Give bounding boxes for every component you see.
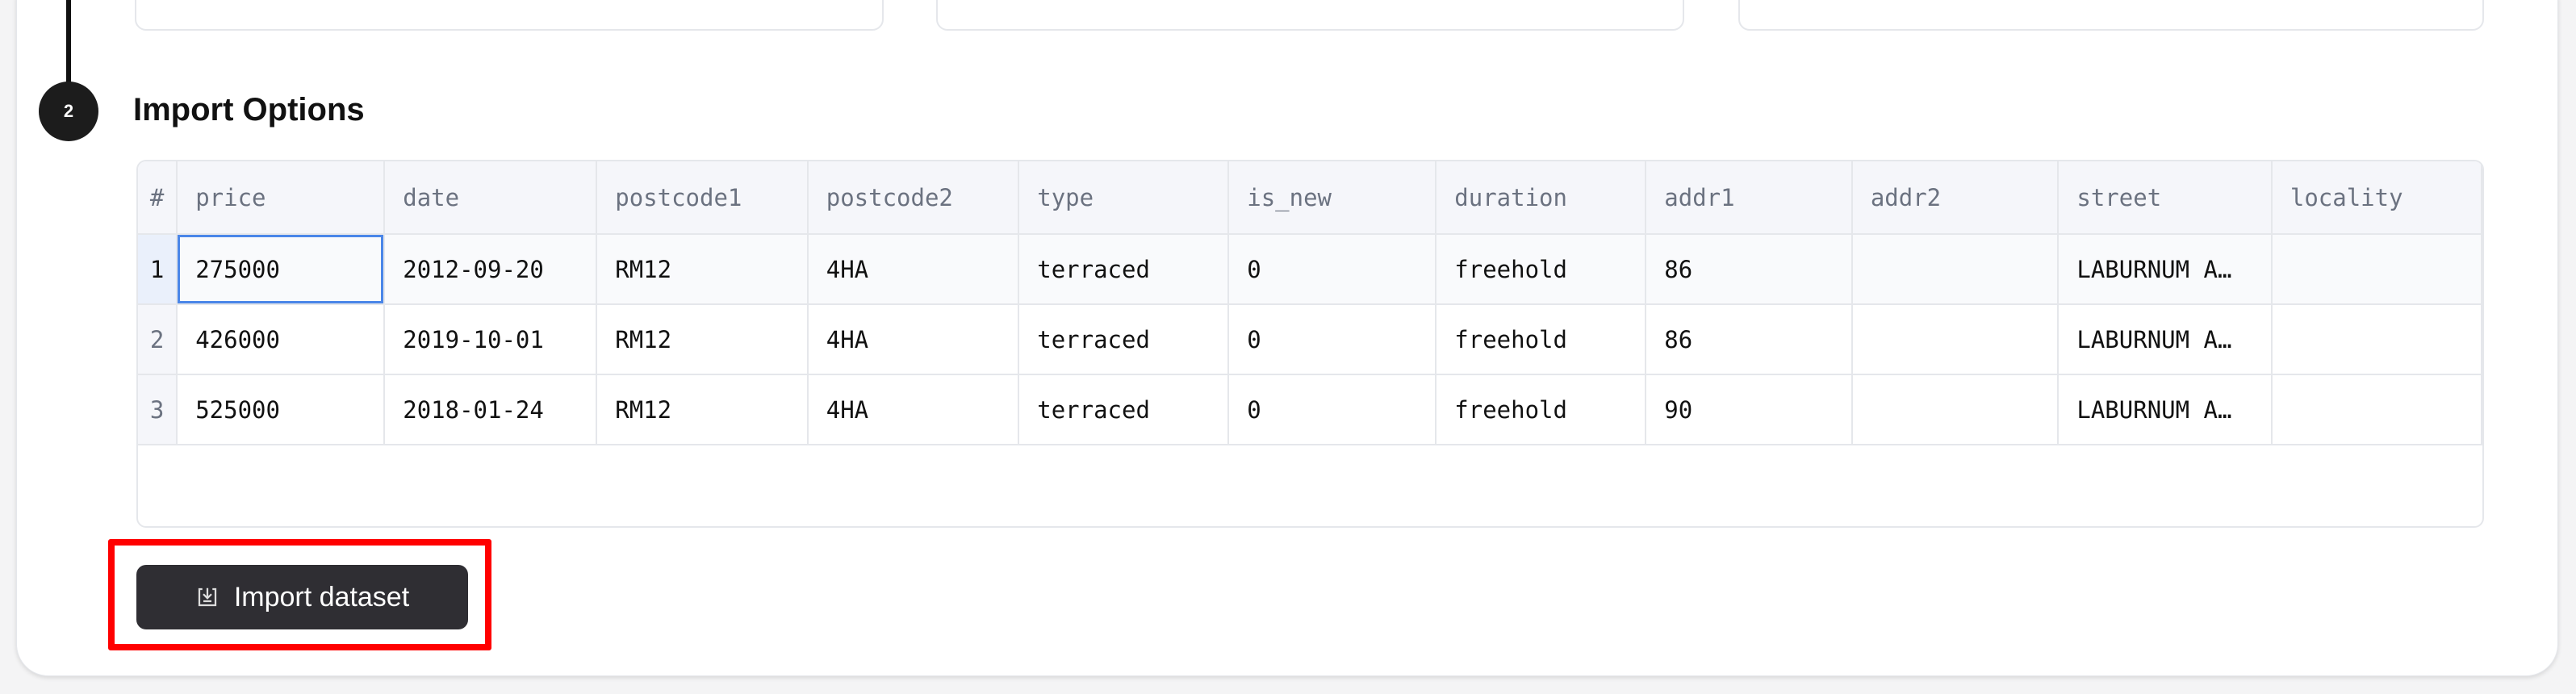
cell-locality[interactable] xyxy=(2271,304,2482,375)
cell-postcode2[interactable]: 4HA xyxy=(807,234,1020,305)
column-header-duration[interactable]: duration xyxy=(1436,161,1647,235)
cell-is-new[interactable]: 0 xyxy=(1228,304,1437,375)
step-number-badge: 2 xyxy=(39,82,98,141)
cell-type[interactable]: terraced xyxy=(1018,234,1230,305)
data-preview-table[interactable]: # price date postcode1 postcode2 type is_new du… xyxy=(136,160,2484,528)
cell-addr2[interactable] xyxy=(1851,234,2060,305)
column-header-is-new[interactable]: is_new xyxy=(1228,161,1437,235)
column-header-addr1[interactable]: addr1 xyxy=(1646,161,1853,235)
cell-price[interactable]: 426000 xyxy=(177,304,386,375)
cell-locality[interactable] xyxy=(2271,234,2482,305)
cell-postcode1[interactable]: RM12 xyxy=(596,304,809,375)
table-row: 1 275000 2012-09-20 RM12 4HA terraced 0 freehol… xyxy=(138,234,2482,305)
highlight-box xyxy=(108,539,491,650)
cell-type[interactable]: terraced xyxy=(1018,374,1230,445)
import-dataset-button[interactable]: Import dataset xyxy=(136,565,468,629)
cell-postcode1[interactable]: RM12 xyxy=(596,234,809,305)
cell-addr1[interactable]: 90 xyxy=(1646,374,1853,445)
column-header-locality[interactable]: locality xyxy=(2271,161,2482,235)
row-number: 3 xyxy=(138,374,178,445)
import-dataset-label: Import dataset xyxy=(233,581,410,612)
cell-is-new[interactable]: 0 xyxy=(1228,374,1437,445)
table-row: 2 426000 2019-10-01 RM12 4HA terraced 0 freehol… xyxy=(138,304,2482,375)
cell-addr1[interactable]: 86 xyxy=(1646,234,1853,305)
table-header-row: # price date postcode1 postcode2 type is_new du… xyxy=(138,161,2482,235)
option-card[interactable] xyxy=(135,0,884,31)
option-card[interactable] xyxy=(936,0,1684,31)
cell-date[interactable]: 2012-09-20 xyxy=(384,234,598,305)
cell-street[interactable]: LABURNUM A… xyxy=(2058,374,2273,445)
cell-locality[interactable] xyxy=(2271,374,2482,445)
column-header-street[interactable]: street xyxy=(2058,161,2273,235)
cell-date[interactable]: 2019-10-01 xyxy=(384,304,598,375)
cell-duration[interactable]: freehold xyxy=(1436,234,1647,305)
row-number: 2 xyxy=(138,304,178,375)
column-header-type[interactable]: type xyxy=(1018,161,1230,235)
cell-street[interactable]: LABURNUM A… xyxy=(2058,234,2273,305)
column-header-addr2[interactable]: addr2 xyxy=(1851,161,2060,235)
timeline-connector xyxy=(66,0,71,84)
cell-addr1[interactable]: 86 xyxy=(1646,304,1853,375)
column-header-index[interactable]: # xyxy=(138,161,178,235)
option-card[interactable] xyxy=(1738,0,2484,31)
cell-type[interactable]: terraced xyxy=(1018,304,1230,375)
cell-date[interactable]: 2018-01-24 xyxy=(384,374,598,445)
download-tray-icon xyxy=(198,587,216,607)
section-title: Import Options xyxy=(133,92,365,128)
cell-duration[interactable]: freehold xyxy=(1436,374,1647,445)
cell-price[interactable]: 525000 xyxy=(177,374,386,445)
cell-street[interactable]: LABURNUM A… xyxy=(2058,304,2273,375)
cell-postcode2[interactable]: 4HA xyxy=(807,374,1020,445)
cell-price[interactable]: 275000 xyxy=(177,234,386,305)
cell-addr2[interactable] xyxy=(1851,304,2060,375)
column-header-postcode1[interactable]: postcode1 xyxy=(596,161,809,235)
table-row: 3 525000 2018-01-24 RM12 4HA terraced 0 freehol… xyxy=(138,374,2482,445)
cell-postcode1[interactable]: RM12 xyxy=(596,374,809,445)
cell-addr2[interactable] xyxy=(1851,374,2060,445)
cell-postcode2[interactable]: 4HA xyxy=(807,304,1020,375)
cell-is-new[interactable]: 0 xyxy=(1228,234,1437,305)
row-number: 1 xyxy=(138,234,178,305)
column-header-date[interactable]: date xyxy=(384,161,598,235)
column-header-price[interactable]: price xyxy=(177,161,386,235)
cell-duration[interactable]: freehold xyxy=(1436,304,1647,375)
column-header-postcode2[interactable]: postcode2 xyxy=(807,161,1020,235)
